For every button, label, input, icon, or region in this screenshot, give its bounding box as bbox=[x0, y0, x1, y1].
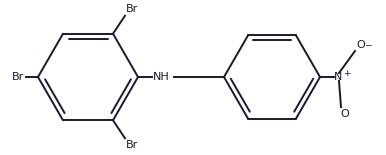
Text: O: O bbox=[356, 40, 365, 50]
Text: O: O bbox=[340, 109, 349, 119]
Text: NH: NH bbox=[153, 72, 170, 82]
Text: Br: Br bbox=[126, 4, 138, 14]
Text: −: − bbox=[364, 40, 371, 49]
Text: Br: Br bbox=[126, 140, 138, 150]
Text: Br: Br bbox=[12, 72, 24, 82]
Text: N: N bbox=[334, 72, 342, 82]
Text: +: + bbox=[343, 69, 350, 78]
